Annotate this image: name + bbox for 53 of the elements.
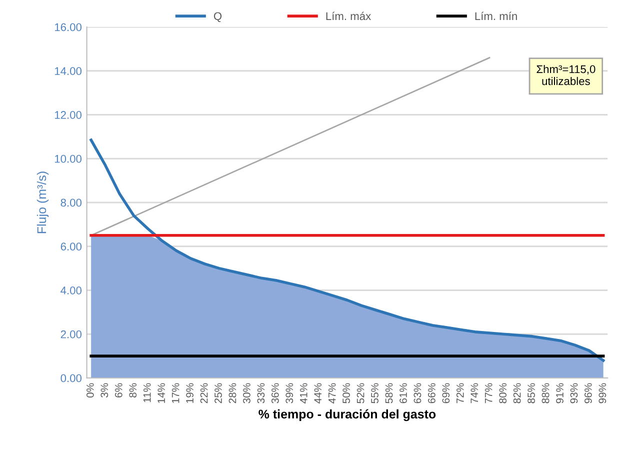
line-series bbox=[90, 138, 605, 362]
y-tick-label: 10.00 bbox=[54, 154, 82, 163]
x-tick-label: 0% bbox=[86, 383, 94, 398]
x-tick-label: 88% bbox=[542, 383, 550, 404]
x-tick-label: 52% bbox=[356, 383, 364, 404]
x-tick-label: 41% bbox=[300, 383, 308, 404]
x-tick-label: 36% bbox=[271, 383, 279, 404]
x-tick-label: 93% bbox=[570, 383, 578, 404]
x-tick-label: 17% bbox=[172, 383, 180, 403]
x-tick-label: 6% bbox=[114, 383, 122, 398]
y-tick-label: 0.00 bbox=[60, 374, 82, 382]
x-tick-label: 72% bbox=[456, 383, 464, 404]
x-tick-label: 99% bbox=[598, 383, 606, 404]
x-tick-label: 80% bbox=[499, 383, 507, 404]
y-tick-label: 14.00 bbox=[54, 67, 82, 76]
x-tick-label: 47% bbox=[328, 383, 336, 404]
x-tick-label: 3% bbox=[100, 383, 108, 398]
x-tick-label: 77% bbox=[484, 383, 492, 404]
x-tick-label: 44% bbox=[314, 383, 322, 404]
legend-label: Q bbox=[214, 12, 222, 22]
y-tick-label: 8.00 bbox=[60, 198, 82, 207]
x-tick-label: 58% bbox=[385, 383, 393, 404]
x-tick-label: 66% bbox=[428, 383, 436, 404]
x-tick-label: 91% bbox=[556, 383, 564, 404]
y-tick-label: 16.00 bbox=[54, 23, 82, 32]
y-tick-label: 2.00 bbox=[60, 330, 82, 338]
x-tick-label: 19% bbox=[186, 383, 194, 403]
y-axis-title: Flujo (m³/s) bbox=[36, 172, 49, 234]
x-tick-label: 63% bbox=[414, 383, 422, 404]
x-tick-label: 82% bbox=[513, 383, 521, 404]
x-tick-label: 28% bbox=[228, 383, 236, 404]
y-tick-label: 12.00 bbox=[54, 111, 82, 119]
x-tick-label: 74% bbox=[470, 383, 478, 404]
annotation: Σhm³=115,0 utilizables bbox=[536, 64, 596, 86]
x-tick-label: 14% bbox=[158, 383, 165, 403]
y-tick-label: 4.00 bbox=[60, 286, 82, 294]
legend-label: Lím. mín bbox=[475, 12, 517, 20]
legend-label: Lím. máx bbox=[326, 12, 371, 20]
y-tick-label: 6.00 bbox=[60, 242, 82, 251]
x-tick-label: 50% bbox=[342, 383, 350, 404]
x-tick-label: 39% bbox=[286, 383, 294, 404]
x-tick-label: 69% bbox=[442, 383, 450, 404]
x-tick-label: 11% bbox=[143, 383, 151, 402]
x-tick-label: 25% bbox=[214, 383, 222, 404]
x-axis-title: % tiempo - duración del gasto bbox=[258, 409, 436, 422]
x-tick-label: 8% bbox=[129, 383, 137, 398]
x-tick-label: 85% bbox=[528, 383, 535, 404]
x-tick-label: 96% bbox=[584, 383, 592, 404]
x-tick-label: 22% bbox=[200, 383, 208, 404]
x-tick-label: 33% bbox=[257, 383, 265, 404]
x-tick-label: 61% bbox=[400, 383, 407, 404]
x-tick-label: 30% bbox=[243, 383, 250, 404]
x-tick-label: 55% bbox=[371, 383, 378, 404]
